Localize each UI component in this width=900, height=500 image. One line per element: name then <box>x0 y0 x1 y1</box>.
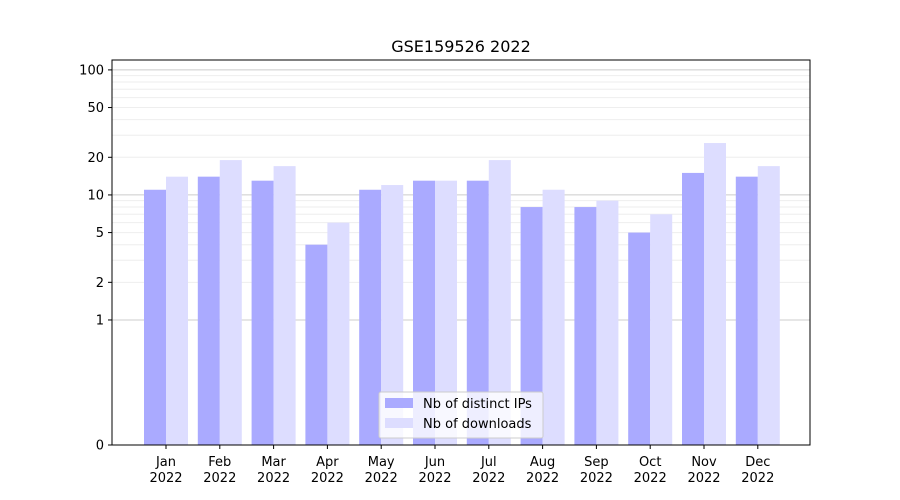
bar-downloads <box>542 189 565 445</box>
bar-distinct-ips <box>413 180 435 445</box>
bar-downloads <box>704 143 726 445</box>
x-tick-label: Dec 2022 <box>741 455 774 486</box>
legend-label-downloads: Nb of downloads <box>423 417 532 432</box>
bar-distinct-ips <box>574 207 597 445</box>
bar-distinct-ips <box>251 180 274 445</box>
bar-downloads <box>327 222 350 445</box>
bar-downloads <box>757 166 780 445</box>
x-tick-label: Aug 2022 <box>526 455 559 486</box>
x-tick-label: Feb 2022 <box>203 455 236 486</box>
bar-downloads <box>273 166 296 445</box>
bar-downloads <box>381 185 404 445</box>
bar-downloads <box>219 160 242 445</box>
chart-title: GSE159526 2022 <box>391 37 531 56</box>
legend-label-distinct-ips: Nb of distinct IPs <box>423 397 532 412</box>
y-tick-label: 10 <box>87 188 104 203</box>
x-axis: Jan 2022 Feb 2022 Mar 2022 Apr 2022 May 2022 Jun 20… <box>149 445 774 486</box>
bar-downloads <box>650 214 673 445</box>
y-tick-label: 0 <box>96 439 104 454</box>
y-tick-label: 5 <box>96 226 104 241</box>
x-tick-label: Jul 2022 <box>472 455 505 486</box>
legend: Nb of distinct IPs Nb of downloads <box>378 391 544 439</box>
bar-distinct-ips <box>359 189 382 445</box>
legend-swatch-distinct-ips <box>385 398 413 408</box>
bar-downloads <box>166 176 188 445</box>
legend-swatch-downloads <box>385 418 413 428</box>
x-tick-label: Jan 2022 <box>149 455 182 486</box>
bar-downloads <box>435 180 457 445</box>
x-tick-label: Apr 2022 <box>311 455 344 486</box>
bar-downloads <box>596 200 619 445</box>
bars <box>144 143 780 445</box>
bar-distinct-ips <box>305 244 328 445</box>
y-tick-label: 20 <box>87 151 104 166</box>
x-tick-label: Sep 2022 <box>580 455 613 486</box>
x-tick-label: Oct 2022 <box>634 455 667 486</box>
x-tick-label: Mar 2022 <box>257 455 290 486</box>
y-tick-label: 100 <box>79 63 104 78</box>
x-tick-label: Jun 2022 <box>418 455 451 486</box>
plot-frame <box>111 59 811 446</box>
x-tick-label: May 2022 <box>365 455 398 486</box>
y-tick-label: 2 <box>96 276 104 291</box>
bar-distinct-ips <box>682 172 704 445</box>
bar-distinct-ips <box>520 207 543 445</box>
y-tick-label: 50 <box>87 101 104 116</box>
y-axis: 0 1 2 5 10 20 50 100 <box>79 63 112 454</box>
x-tick-label: Nov 2022 <box>687 455 720 486</box>
bar-distinct-ips <box>628 232 651 445</box>
legend-box <box>378 391 544 439</box>
bar-downloads <box>488 160 511 445</box>
bar-distinct-ips <box>197 176 220 445</box>
bar-distinct-ips <box>466 180 489 445</box>
bar-distinct-ips <box>144 189 166 445</box>
y-tick-label: 1 <box>96 313 104 328</box>
bar-distinct-ips <box>735 176 758 445</box>
